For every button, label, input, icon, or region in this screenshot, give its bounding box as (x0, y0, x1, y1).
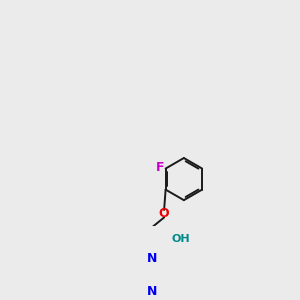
Text: N: N (147, 286, 157, 298)
Text: OH: OH (171, 234, 190, 244)
Text: F: F (156, 161, 165, 174)
Text: N: N (147, 252, 157, 265)
Text: O: O (159, 207, 170, 220)
